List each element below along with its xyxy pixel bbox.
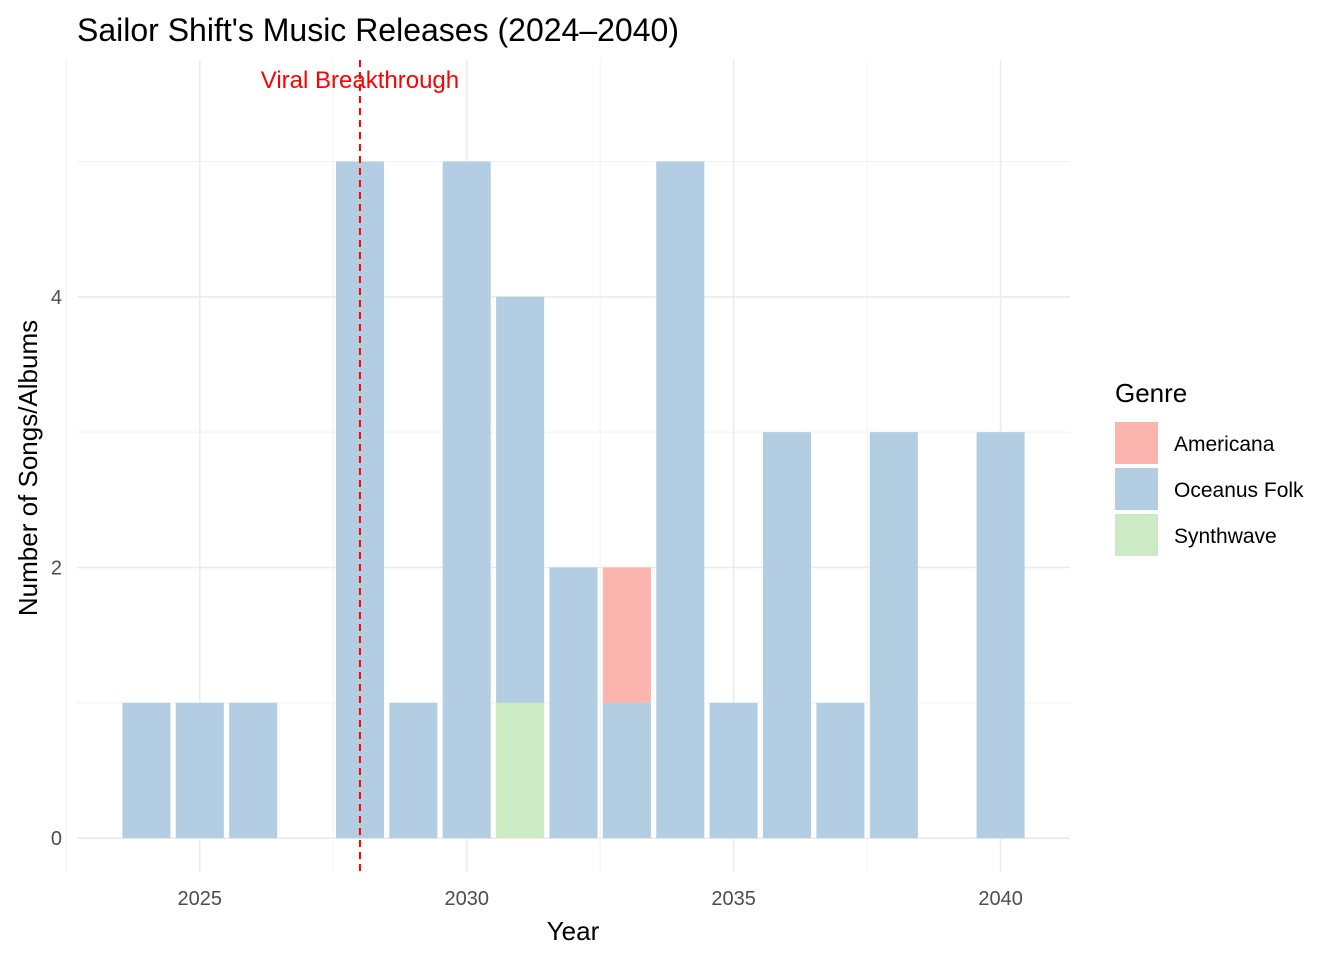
legend-label-oceanus-folk: Oceanus Folk (1174, 479, 1304, 502)
bar-americana-2033 (602, 567, 651, 703)
bar-oceanus-folk-2035 (709, 702, 758, 839)
bar-oceanus-folk-2036 (763, 432, 812, 839)
legend-swatch-oceanus-folk (1115, 468, 1158, 510)
x-axis-ticks: 2025 2030 2035 2040 (178, 888, 1023, 910)
legend: Genre Americana Oceanus Folk Synthwave (1115, 378, 1304, 556)
bar-oceanus-folk-2038 (869, 432, 918, 839)
y-axis-ticks: 0 2 4 (51, 287, 62, 850)
bar-oceanus-folk-2029 (389, 702, 438, 839)
x-axis-label: Year (547, 916, 600, 946)
bar-oceanus-folk-2034 (656, 161, 705, 839)
legend-swatch-synthwave (1115, 514, 1158, 556)
legend-label-americana: Americana (1174, 433, 1275, 456)
bar-oceanus-folk-2031 (496, 296, 545, 703)
legend-swatch-americana (1115, 422, 1158, 464)
chart-title: Sailor Shift's Music Releases (2024–2040… (77, 12, 679, 48)
x-tick-label: 2030 (444, 888, 489, 910)
y-axis-label: Number of Songs/Albums (13, 320, 43, 616)
bar-oceanus-folk-2026 (229, 702, 278, 839)
bars (122, 161, 1025, 839)
x-tick-label: 2035 (711, 888, 756, 910)
y-tick-label: 0 (51, 828, 62, 850)
x-tick-label: 2025 (178, 888, 223, 910)
bar-oceanus-folk-2030 (442, 161, 491, 839)
bar-oceanus-folk-2040 (976, 432, 1025, 839)
bar-oceanus-folk-2037 (816, 702, 865, 839)
bar-oceanus-folk-2025 (175, 702, 224, 839)
bar-oceanus-folk-2032 (549, 567, 598, 839)
bar-oceanus-folk-2024 (122, 702, 171, 839)
legend-title: Genre (1115, 378, 1187, 408)
bar-synthwave-2031 (496, 702, 545, 839)
bar-oceanus-folk-2033 (602, 702, 651, 839)
x-tick-label: 2040 (978, 888, 1023, 910)
legend-label-synthwave: Synthwave (1174, 525, 1277, 548)
viral-breakthrough-label: Viral Breakthrough (261, 67, 459, 94)
y-tick-label: 2 (51, 558, 62, 580)
y-tick-label: 4 (51, 287, 62, 309)
annotations: Viral Breakthrough (261, 60, 459, 872)
